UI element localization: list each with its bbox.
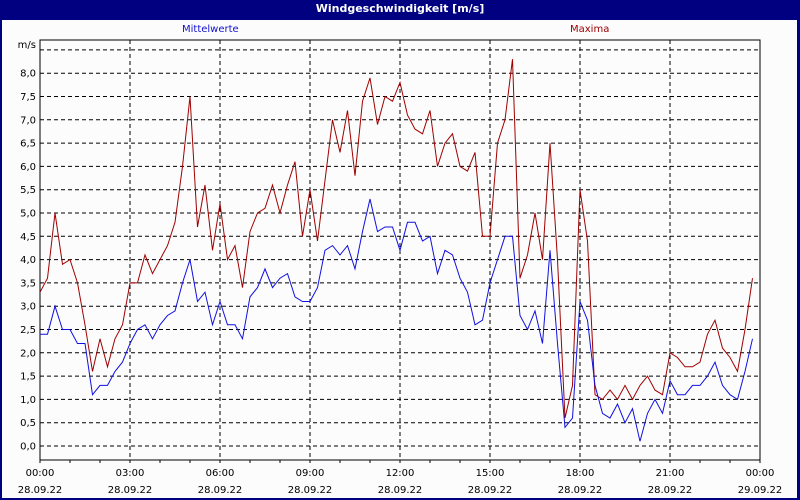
x-tick-time-label: 00:00 [26,468,55,479]
x-tick-date-label: 28.09.22 [18,485,63,496]
y-tick-label: 5,0 [20,209,36,220]
x-tick-date-label: 28.09.22 [468,485,513,496]
legend-mean-label: Mittelwerte [182,24,239,35]
plot-frame [39,39,761,461]
x-tick-date-label: 28.09.22 [558,485,603,496]
x-tick-date-label: 28.09.22 [378,485,423,496]
x-tick-date-label: 29.09.22 [738,485,783,496]
x-tick-time-label: 03:00 [116,468,145,479]
y-tick-label: 2,0 [20,348,36,359]
y-tick-label: 3,5 [20,278,36,289]
x-tick-time-label: 12:00 [386,468,415,479]
y-tick-label: 1,5 [20,372,36,383]
y-tick-label: 4,0 [20,255,36,266]
x-tick-date-label: 28.09.22 [288,485,333,496]
y-tick-label: 8,0 [20,69,36,80]
series-line-mittelwerte [40,198,753,442]
x-tick-time-label: 15:00 [476,468,505,479]
window-title: Windgeschwindigkeit [m/s] [315,2,485,15]
y-tick-label: 6,0 [20,162,36,173]
y-axis-unit-label: m/s [18,40,36,51]
legend-max-label: Maxima [570,24,610,35]
y-tick-label: 4,5 [20,232,36,243]
y-tick-label: 0,0 [20,442,36,453]
x-tick-time-label: 21:00 [656,468,685,479]
y-tick-label: 7,0 [20,115,36,126]
x-tick-time-label: 18:00 [566,468,595,479]
y-tick-label: 3,0 [20,302,36,313]
y-tick-label: 7,5 [20,92,36,103]
series-line-maxima [39,59,753,419]
y-tick-label: 6,5 [20,139,36,150]
y-tick-label: 0,5 [20,418,36,429]
x-tick-date-label: 28.09.22 [648,485,693,496]
y-tick-label: 1,0 [20,395,36,406]
x-tick-date-label: 28.09.22 [108,485,153,496]
x-tick-time-label: 06:00 [206,468,235,479]
x-tick-time-label: 00:00 [746,468,775,479]
x-tick-date-label: 28.09.22 [198,485,243,496]
y-tick-label: 2,5 [20,325,36,336]
x-tick-time-label: 09:00 [296,468,325,479]
y-tick-label: 5,5 [20,185,36,196]
